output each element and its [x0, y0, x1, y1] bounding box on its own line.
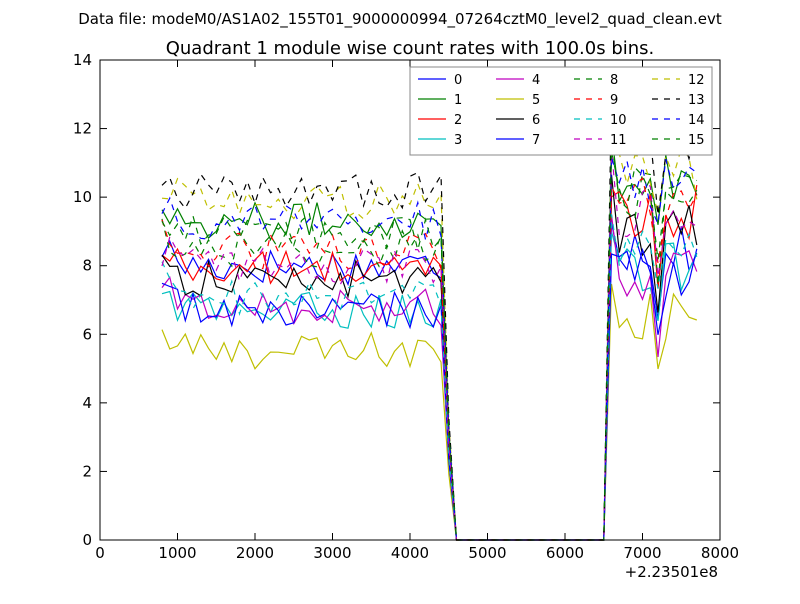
series-line-7	[161, 247, 698, 541]
y-tick-label: 10	[73, 188, 92, 206]
legend-label-14: 14	[688, 113, 705, 128]
series-line-14	[161, 157, 698, 541]
figure-suptitle: Data file: modeM0/AS1A02_155T01_90000009…	[78, 10, 722, 29]
y-tick-label: 14	[73, 51, 92, 69]
x-tick-label: 2000	[236, 544, 274, 562]
y-tick-label: 4	[82, 394, 92, 412]
y-tick-label: 2	[82, 462, 92, 480]
series-line-12	[161, 141, 698, 541]
x-tick-label: 4000	[391, 544, 429, 562]
y-tick-label: 8	[82, 257, 92, 275]
legend-label-6: 6	[532, 113, 540, 128]
legend-box	[409, 66, 713, 156]
legend-label-4: 4	[532, 73, 540, 88]
x-tick-label: 5000	[468, 544, 506, 562]
series-line-9	[161, 177, 698, 541]
x-offset-label: +2.23501e8	[625, 563, 718, 581]
legend-label-5: 5	[532, 93, 540, 108]
series-layer	[161, 92, 698, 541]
legend-label-1: 1	[454, 93, 462, 108]
legend-label-0: 0	[454, 73, 462, 88]
x-axis: 0 1000 2000 3000 4000 5000 6000 7000 8000	[95, 60, 739, 562]
legend-label-7: 7	[532, 133, 540, 148]
legend-label-10: 10	[610, 113, 627, 128]
legend-label-15: 15	[688, 133, 705, 148]
y-tick-label: 6	[82, 325, 92, 343]
y-tick-label: 12	[73, 120, 92, 138]
series-line-8	[161, 151, 698, 541]
legend-label-2: 2	[454, 113, 462, 128]
legend-label-3: 3	[454, 133, 462, 148]
y-tick-label: 0	[82, 531, 92, 549]
series-line-13	[161, 92, 698, 541]
legend-label-11: 11	[610, 133, 627, 148]
legend-label-8: 8	[610, 73, 618, 88]
x-tick-label: 6000	[546, 544, 584, 562]
legend-label-12: 12	[688, 73, 705, 88]
x-tick-label: 8000	[701, 544, 739, 562]
legend-label-9: 9	[610, 93, 618, 108]
chart-title: Quadrant 1 module wise count rates with …	[166, 38, 655, 59]
legend-label-13: 13	[688, 93, 705, 108]
x-tick-label: 0	[95, 544, 105, 562]
x-tick-label: 1000	[158, 544, 196, 562]
x-tick-label: 7000	[623, 544, 661, 562]
x-tick-label: 3000	[313, 544, 351, 562]
